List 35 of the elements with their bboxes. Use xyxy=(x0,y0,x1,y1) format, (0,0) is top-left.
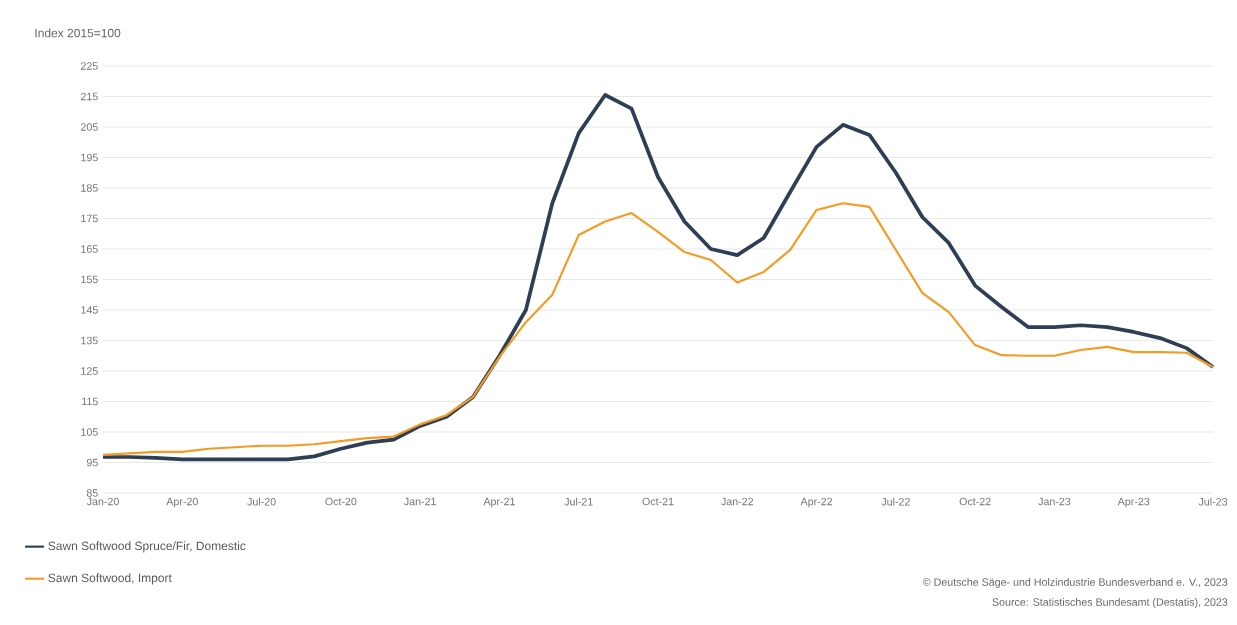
x-tick-label: Jan-23 xyxy=(1038,497,1071,506)
x-tick-label: Apr-23 xyxy=(1117,497,1150,508)
y-tick-label: 105 xyxy=(81,428,98,436)
y-tick-label: 185 xyxy=(81,184,98,192)
y-tick-label: 195 xyxy=(81,153,98,162)
source-note: Source: Statistisches Bundesamt (Destatis), 2023 xyxy=(992,598,1228,608)
x-tick-label: Jul-20 xyxy=(247,497,276,506)
x-tick-label: Jan-22 xyxy=(721,497,754,506)
y-tick-label: 225 xyxy=(81,62,98,70)
x-tick-label: Oct-22 xyxy=(959,497,991,506)
y-tick-label: 125 xyxy=(81,367,98,375)
y-tick-label: 155 xyxy=(81,275,98,284)
x-tick-label: Apr-20 xyxy=(166,497,198,508)
y-tick-label: 135 xyxy=(81,336,98,345)
y-tick-label: 205 xyxy=(81,123,98,131)
y-tick-label: 145 xyxy=(81,306,98,314)
legend-label: Sawn Softwood, Import xyxy=(48,573,172,585)
y-tick-label: 85 xyxy=(86,489,98,497)
y-tick-label: 175 xyxy=(81,214,98,223)
x-tick-label: Jan-21 xyxy=(404,497,436,506)
x-tick-label: Jul-21 xyxy=(564,497,593,506)
x-tick-label: Oct-21 xyxy=(642,497,674,506)
x-tick-label: Jul-23 xyxy=(1198,497,1228,506)
legend-label: Sawn Softwood Spruce/Fir, Domestic xyxy=(48,541,246,553)
y-tick-label: 215 xyxy=(81,92,98,101)
y-axis-title: Index 2015=100 xyxy=(35,28,121,38)
y-tick-label: 165 xyxy=(81,245,98,253)
text: © Deutsche Säge- und Holzindustrie Bundesverband e. V., 2023 xyxy=(922,578,1228,588)
x-tick-label: Jul-22 xyxy=(881,497,910,506)
y-tick-label: 115 xyxy=(82,397,98,406)
x-tick-label: Jan-20 xyxy=(86,497,119,506)
y-tick-label: 95 xyxy=(86,458,98,467)
x-tick-label: Oct-20 xyxy=(325,497,357,506)
x-tick-label: Apr-21 xyxy=(483,497,515,508)
x-tick-label: Apr-22 xyxy=(800,497,833,508)
